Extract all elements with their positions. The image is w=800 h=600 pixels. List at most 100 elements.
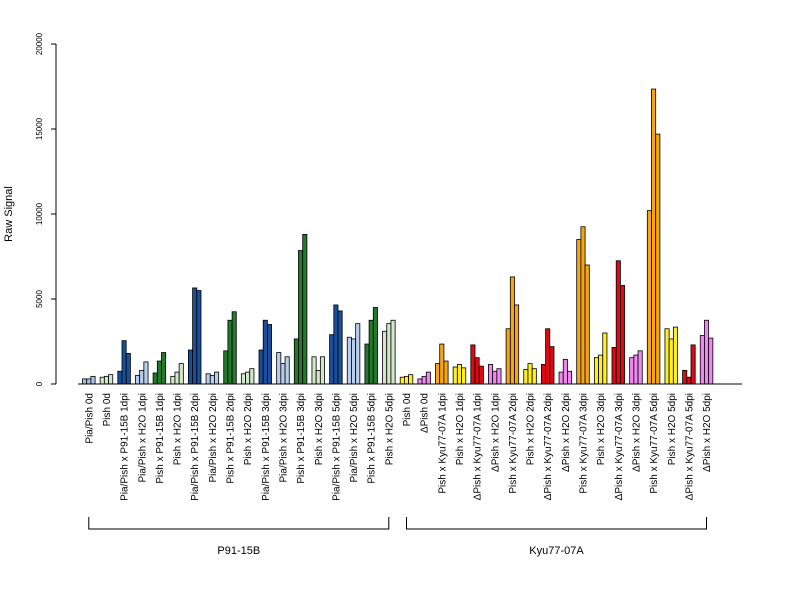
bar [117,370,123,385]
bar [514,304,520,385]
bar [470,344,476,385]
bar [161,352,167,385]
group-brackets: P91-15B Kyu77-07A [88,517,707,557]
group-label: P91-15B [217,545,260,557]
bar [523,369,529,385]
x-tick-label: Pish x H2O 3dpi [596,393,607,465]
bar [403,375,409,385]
group-bracket [406,517,707,530]
bar [227,319,233,385]
bar [602,332,608,385]
bar [531,368,537,385]
y-tick-label: 15000 [35,117,44,140]
bar [276,352,282,385]
bar [82,378,88,385]
bar [329,334,335,385]
x-tick-label: ΔPish x H2O 1dpi [490,393,501,472]
bar [452,366,458,385]
bar [704,319,710,385]
bar [699,335,705,385]
x-tick-label: Pish x H2O 5dpi [667,393,678,465]
y-tick-label: 0 [35,381,44,386]
bar [651,88,657,385]
bar [90,375,96,385]
y-tick-label: 10000 [35,202,44,225]
x-tick-label: Pish 0d [102,393,113,426]
bar [672,326,678,385]
bar [364,343,370,385]
bar [562,358,568,385]
x-tick-label: Pia/Pish x P91-15B 1dpi [120,393,131,501]
x-tick-label: Pish x H2O 2dpi [243,393,254,465]
bar [456,364,462,385]
x-tick-label: Pia/Pish x H2O 2dpi [208,393,219,483]
bar [143,361,149,385]
x-tick-label: Pish x Kyu77-07A 2dpi [508,393,519,494]
bar [262,319,268,385]
bar [368,319,374,385]
bar [567,370,573,385]
bar [214,371,220,385]
bar [258,349,264,385]
x-tick-label: ΔPish x Kyu77-07A 2dpi [543,393,554,500]
bar [580,226,586,385]
bar [156,360,162,385]
x-tick-label: Pish x H2O 2dpi [526,393,537,465]
bar [125,352,131,385]
x-tick-label: Pish x H2O 5dpi [384,393,395,465]
x-tick-label: Pish x Kyu77-07A 3dpi [579,393,590,494]
bar [205,373,211,385]
bar [492,370,498,385]
bar [439,343,445,385]
bar [249,368,255,385]
x-tick-label: Pia/Pish x H2O 3dpi [278,393,289,483]
x-tick-label: Pish x H2O 1dpi [173,393,184,465]
bar [615,260,621,385]
x-tick-label: ΔPish x Kyu77-07A 1dpi [473,393,484,500]
bar [390,319,396,385]
bar [351,338,357,385]
bar [686,376,692,385]
bar [315,369,321,385]
bar [86,378,92,385]
bar [284,356,290,385]
bar [598,354,604,385]
bar [593,357,599,385]
bar [584,264,590,385]
y-tick-label: 20000 [35,32,44,55]
group-bracket [88,517,390,530]
x-tick-label: Pish x H2O 3dpi [314,393,325,465]
bar [135,375,141,385]
bar [196,290,202,385]
x-tick-label: Pia/Pish x H2O 1dpi [137,393,148,483]
bar [509,276,515,385]
bar [302,233,308,385]
bar [99,376,105,385]
bar [187,349,193,385]
x-tick-label: Pish x P91-15B 2dpi [226,393,237,484]
bar [478,365,484,385]
bar [461,367,467,385]
bar [629,357,635,385]
bar [174,371,180,385]
y-tick-label: 5000 [35,290,44,308]
bar [386,323,392,385]
bar [382,330,388,385]
bar [443,360,449,385]
bar [178,363,184,385]
bar [240,373,246,385]
x-tick-label: ΔPish x Kyu77-07A 3dpi [614,393,625,500]
bar [690,344,696,385]
bar [505,328,511,385]
bar [280,363,286,385]
x-tick-label: ΔPish x Kyu77-07A 5dpi [684,393,695,500]
bar [668,338,674,385]
x-tick-label: Pish x P91-15B 5dpi [367,393,378,484]
x-tick-label: Pia/Pish x P91-15B 2dpi [190,393,201,501]
bar [488,364,494,385]
bar [337,310,343,385]
bar [346,336,352,385]
bar [192,287,198,385]
group-label: Kyu77-07A [529,545,584,557]
bar [311,356,317,385]
